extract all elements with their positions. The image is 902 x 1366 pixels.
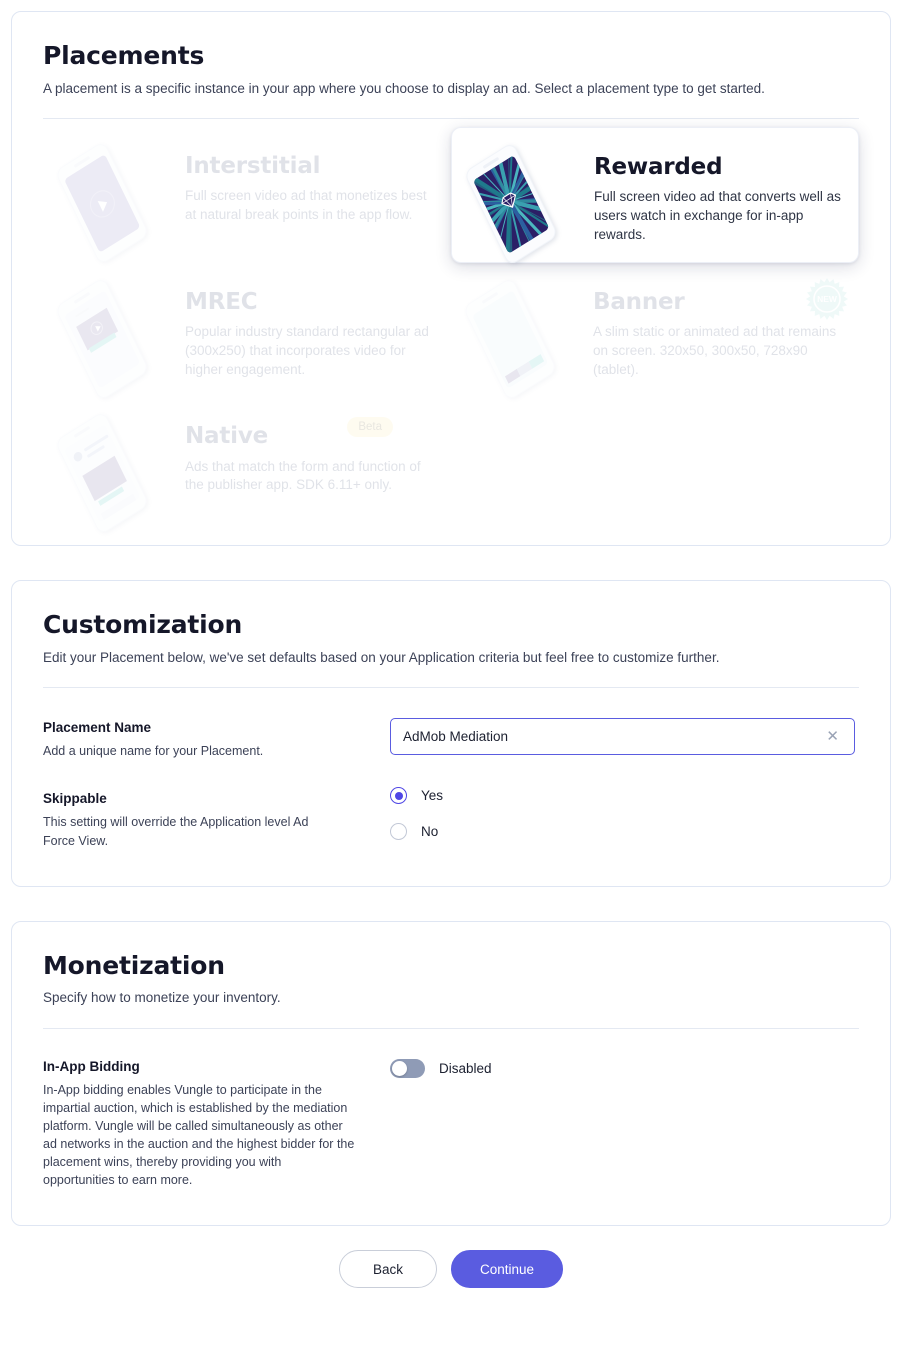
back-button[interactable]: Back [338,1250,437,1289]
skippable-help: This setting will override the Applicati… [43,815,309,848]
customization-divider [43,687,859,689]
toggle-knob [392,1060,407,1076]
customization-subtitle: Edit your Placement below, we've set def… [43,650,720,666]
placements-divider [43,117,859,119]
placement-card-title: Native [185,423,269,450]
continue-button[interactable]: Continue [450,1250,564,1289]
close-icon[interactable]: ✕ [826,728,839,746]
customization-panel: Customization Edit your Placement below,… [11,580,891,887]
placement-card-title: MREC [185,289,258,316]
placement-name-help: Add a unique name for your Placement. [43,744,264,759]
phone-illustration-icon [54,410,150,536]
in-app-bidding-state: Disabled [439,1060,492,1076]
placement-card-native[interactable]: Native Ads that match the form and funct… [43,397,451,536]
placement-card-mrec[interactable]: MREC Popular industry standard rectangul… [43,263,451,402]
skippable-option-no[interactable]: No [390,823,859,841]
phone-illustration-icon [463,141,559,267]
placement-card-interstitial[interactable]: Interstitial Full screen video ad that m… [43,127,451,266]
in-app-bidding-toggle-row[interactable]: Disabled [390,1058,859,1078]
skippable-label: Skippable [43,791,107,807]
placement-name-input[interactable]: AdMob Mediation ✕ [390,718,855,756]
wizard-footer: Back Continue [11,1250,891,1289]
monetization-panel: Monetization Specify how to monetize you… [11,920,891,1227]
placement-card-description: Popular industry standard rectangular ad… [185,324,429,377]
in-app-bidding-help: In-App bidding enables Vungle to partici… [43,1082,355,1188]
placement-card-rewarded[interactable]: Rewarded Full screen video ad that conve… [451,126,859,267]
native-thumbnail [54,410,171,536]
monetization-subtitle: Specify how to monetize your inventory. [43,990,281,1006]
banner-thumbnail [462,276,579,402]
in-app-bidding-toggle[interactable] [390,1058,425,1078]
placement-name-label: Placement Name [43,720,152,736]
beta-badge: Beta [347,417,393,438]
radio-label-yes: Yes [421,788,444,804]
placement-type-grid: Interstitial Full screen video ad that m… [43,126,859,545]
radio-icon-no[interactable] [390,823,407,841]
new-badge-icon: NEW [805,277,849,321]
in-app-bidding-row: In-App Bidding In-App bidding enables Vu… [43,1058,859,1190]
new-badge-label: NEW [817,294,838,304]
interstitial-thumbnail [54,140,171,266]
placement-card-description: Full screen video ad that converts well … [594,189,841,242]
phone-illustration-icon [54,276,150,402]
skippable-row: Skippable This setting will override the… [43,787,859,849]
placement-name-value[interactable]: AdMob Mediation [403,729,509,745]
radio-icon-yes[interactable] [390,787,407,805]
placements-subtitle: A placement is a specific instance in yo… [43,80,765,96]
placement-name-row: Placement Name Add a unique name for you… [43,718,859,760]
in-app-bidding-label: In-App Bidding [43,1058,140,1074]
placements-title: Placements [43,41,205,70]
placement-card-description: Ads that match the form and function of … [185,458,421,493]
placement-card-title: Rewarded [594,153,723,180]
customization-title: Customization [43,610,243,640]
radio-label-no: No [421,824,439,840]
phone-illustration-icon [54,140,150,266]
placement-card-banner[interactable]: Banner A slim static or animated ad that… [451,263,859,402]
placements-panel: Placements A placement is a specific ins… [11,11,891,547]
skippable-option-yes[interactable]: Yes [390,787,859,805]
placement-card-description: A slim static or animated ad that remain… [593,324,837,377]
placement-card-title: Interstitial [185,152,321,179]
diamond-icon [499,189,521,213]
placement-card-title: Banner [593,289,685,316]
placement-card-description: Full screen video ad that monetizes best… [185,188,427,222]
phone-illustration-icon [462,276,558,402]
monetization-title: Monetization [43,950,225,980]
rewarded-thumbnail [463,141,580,267]
monetization-divider [43,1027,859,1029]
mrec-thumbnail [54,276,171,402]
